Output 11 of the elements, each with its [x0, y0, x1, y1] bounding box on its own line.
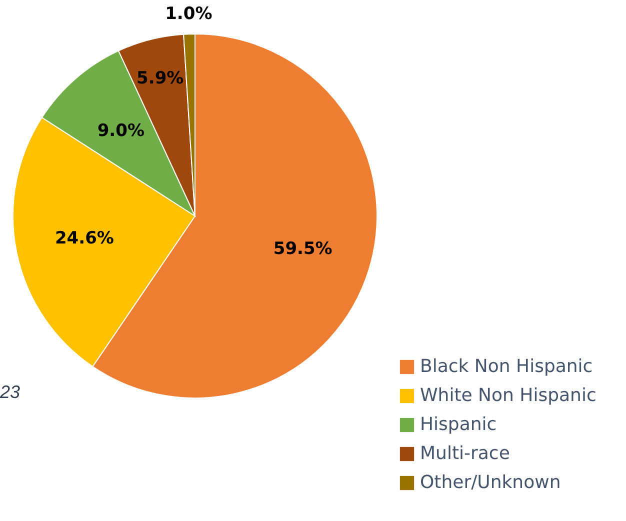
- legend-label: Hispanic: [420, 414, 497, 435]
- data-label: 5.9%: [136, 68, 184, 88]
- legend-label: Other/Unknown: [420, 472, 561, 493]
- legend-label: Multi-race: [420, 443, 510, 464]
- data-label: 1.0%: [165, 4, 212, 24]
- legend-label: White Non Hispanic: [420, 385, 596, 406]
- data-label: 24.6%: [54, 228, 114, 249]
- text: 23: [0, 382, 20, 403]
- data-label: 9.0%: [97, 120, 144, 141]
- data-label: 59.5%: [273, 239, 332, 260]
- legend-label: Black Non Hispanic: [420, 356, 593, 377]
